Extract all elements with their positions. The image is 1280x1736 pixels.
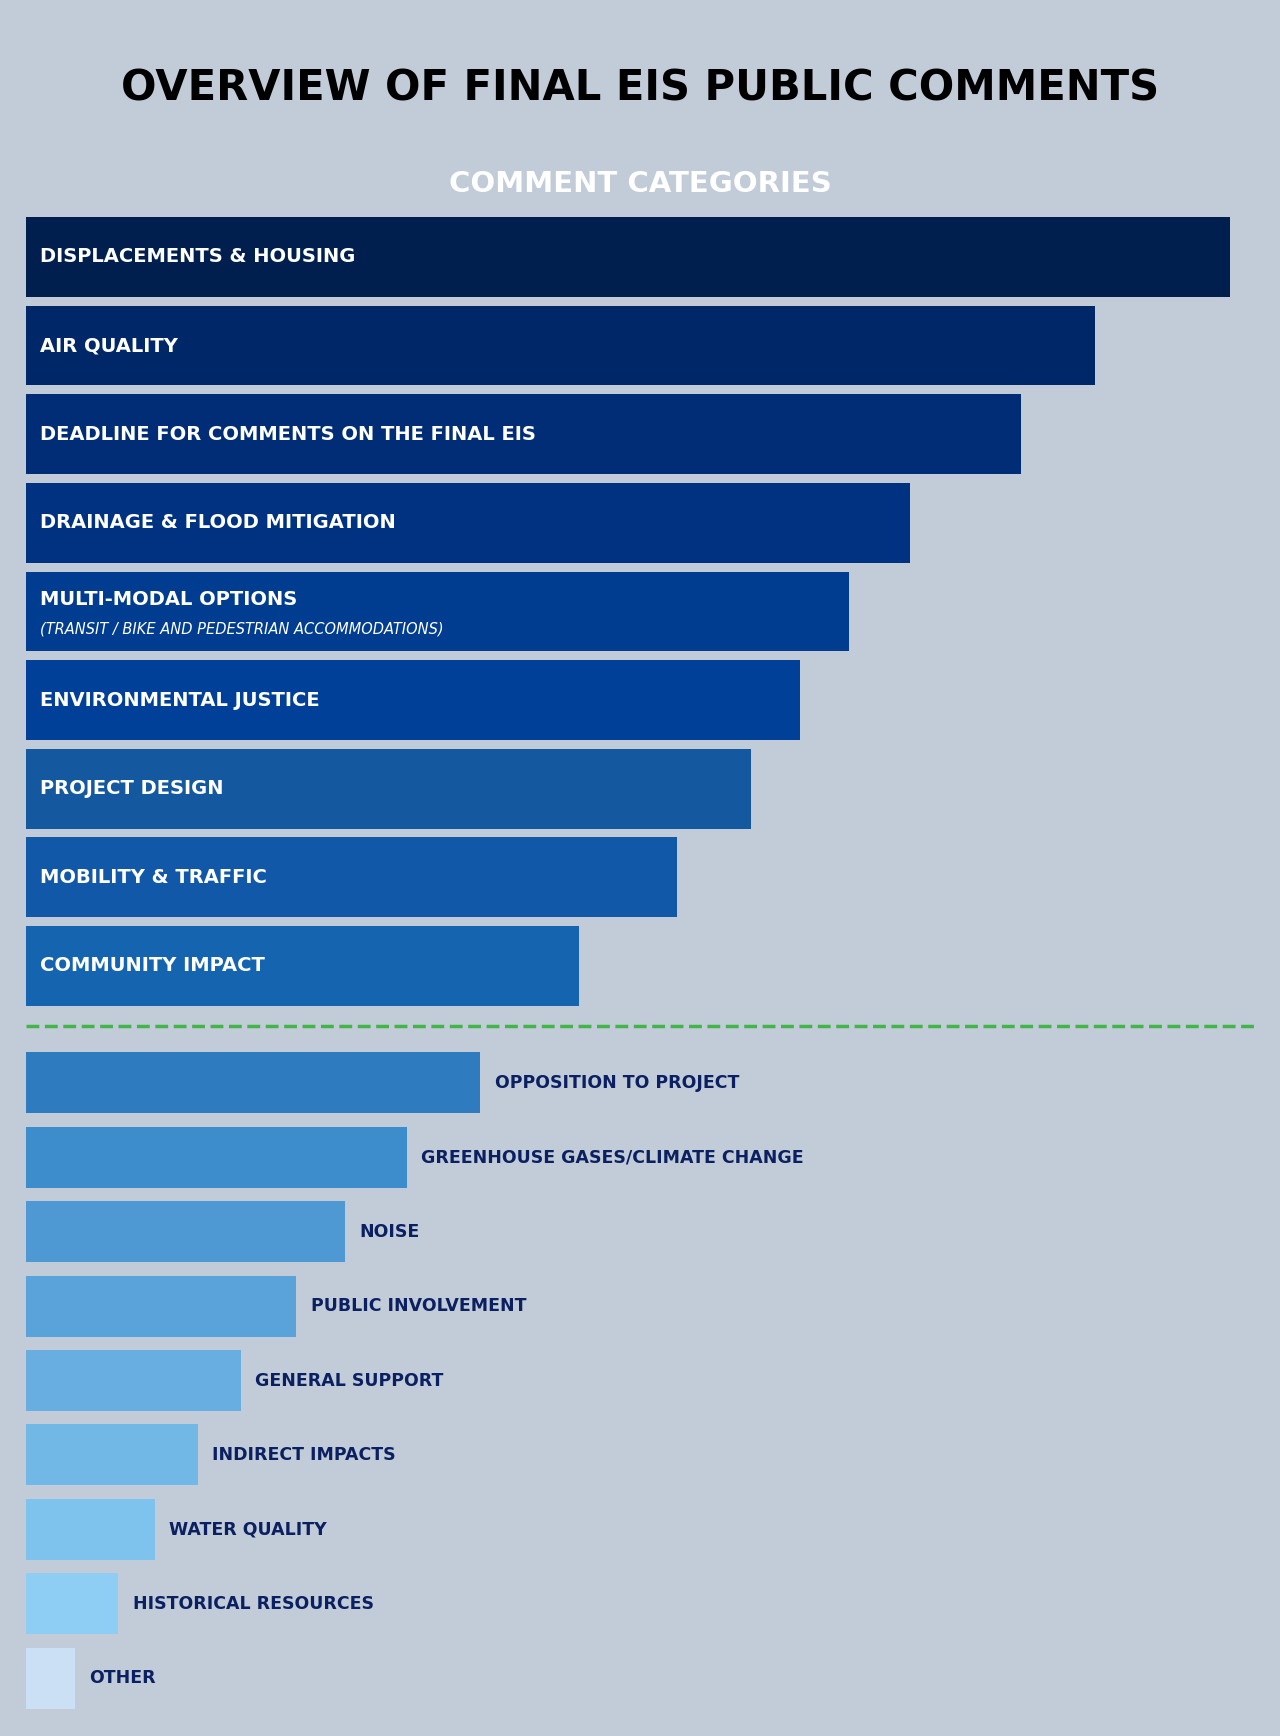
Text: NOISE: NOISE [360,1222,420,1241]
Bar [26,1276,296,1337]
Text: OPPOSITION TO PROJECT: OPPOSITION TO PROJECT [495,1075,740,1092]
Text: (TRANSIT / BIKE AND PEDESTRIAN ACCOMMODATIONS): (TRANSIT / BIKE AND PEDESTRIAN ACCOMMODA… [41,621,444,637]
Bar [26,306,1094,385]
Text: HISTORICAL RESOURCES: HISTORICAL RESOURCES [133,1595,374,1613]
Bar [26,925,579,1005]
Text: OVERVIEW OF FINAL EIS PUBLIC COMMENTS: OVERVIEW OF FINAL EIS PUBLIC COMMENTS [120,68,1160,109]
Text: WATER QUALITY: WATER QUALITY [169,1521,326,1538]
Bar [26,1573,118,1634]
Text: COMMENT CATEGORIES: COMMENT CATEGORIES [448,170,832,198]
Bar [26,748,750,828]
Bar [26,660,800,740]
Text: INDIRECT IMPACTS: INDIRECT IMPACTS [212,1446,396,1463]
Text: DEADLINE FOR COMMENTS ON THE FINAL EIS: DEADLINE FOR COMMENTS ON THE FINAL EIS [41,425,536,444]
Bar [26,1201,346,1262]
Text: DISPLACEMENTS & HOUSING: DISPLACEMENTS & HOUSING [41,248,356,266]
Bar [26,1052,480,1113]
Bar [26,837,677,917]
Bar [26,1425,197,1486]
Text: GENERAL SUPPORT: GENERAL SUPPORT [256,1371,444,1389]
Text: MULTI-MODAL OPTIONS: MULTI-MODAL OPTIONS [41,590,297,609]
Bar [26,1127,407,1187]
Text: PROJECT DESIGN: PROJECT DESIGN [41,779,224,799]
Bar [26,1647,74,1708]
Text: DRAINAGE & FLOOD MITIGATION: DRAINAGE & FLOOD MITIGATION [41,514,396,533]
Bar [26,217,1230,297]
Text: ENVIRONMENTAL JUSTICE: ENVIRONMENTAL JUSTICE [41,691,320,710]
Text: MOBILITY & TRAFFIC: MOBILITY & TRAFFIC [41,868,268,887]
Text: AIR QUALITY: AIR QUALITY [41,337,178,356]
Text: GREENHOUSE GASES/CLIMATE CHANGE: GREENHOUSE GASES/CLIMATE CHANGE [421,1147,804,1167]
Text: PUBLIC INVOLVEMENT: PUBLIC INVOLVEMENT [311,1297,526,1316]
Bar [26,571,849,651]
Bar [26,1351,241,1411]
Bar [26,483,910,562]
Bar [26,394,1021,474]
Text: OTHER: OTHER [90,1670,156,1687]
Bar [26,1498,155,1561]
Text: COMMUNITY IMPACT: COMMUNITY IMPACT [41,957,265,976]
